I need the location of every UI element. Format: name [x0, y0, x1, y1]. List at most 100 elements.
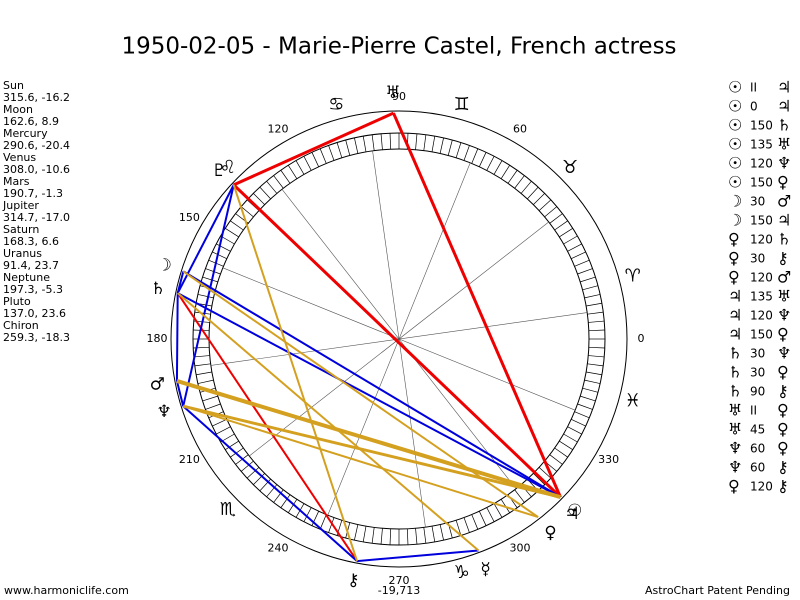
tick — [533, 193, 545, 205]
aspect-planet: ☉ — [728, 97, 742, 116]
aspect-line — [177, 292, 561, 499]
tick — [380, 133, 383, 150]
tick — [538, 467, 552, 479]
house-line — [222, 267, 576, 411]
tick — [240, 206, 254, 218]
tick — [471, 148, 479, 164]
tick — [514, 489, 525, 503]
aspect-type: 120 — [750, 157, 773, 171]
tick — [549, 213, 563, 224]
tick — [588, 320, 605, 323]
aspect-type: 120 — [750, 233, 773, 247]
tick — [586, 371, 602, 376]
tick — [463, 517, 470, 533]
tick — [273, 489, 284, 503]
tick — [253, 193, 265, 205]
planet-glyph: ♆ — [157, 402, 172, 422]
aspect-planet: ☽ — [728, 211, 742, 230]
aspect-planet: ♄ — [728, 344, 742, 363]
tick — [354, 137, 359, 154]
planet-coords: 137.0, 23.6 — [3, 307, 66, 320]
tick — [288, 499, 298, 513]
planet-coords: 162.6, 8.9 — [3, 115, 59, 128]
planet-name: Saturn — [3, 223, 39, 236]
tick — [584, 294, 601, 299]
tick — [259, 478, 271, 492]
tick — [311, 511, 320, 526]
degree-label: 150 — [179, 211, 200, 224]
zodiac-sign: ♋ — [328, 94, 344, 115]
tick — [197, 294, 214, 299]
tick — [455, 520, 462, 536]
planet-coords: 308.0, -10.6 — [3, 163, 70, 176]
aspect-line — [182, 184, 235, 407]
tick — [380, 528, 383, 545]
aspect-planet: ♀ — [728, 477, 740, 496]
planet-glyph: ♀ — [544, 523, 556, 543]
aspect-planet: ⚷ — [777, 477, 789, 496]
planet-coords: 259.3, -18.3 — [3, 331, 70, 344]
aspect-planet: ☉ — [728, 173, 742, 192]
zodiac-sign: ♊ — [454, 94, 470, 115]
tick — [194, 363, 211, 367]
aspect-type: 45 — [750, 423, 765, 437]
planet-name: Pluto — [3, 295, 31, 308]
tick — [500, 165, 510, 179]
tick — [439, 137, 444, 154]
aspect-planet: ♀ — [777, 363, 789, 382]
planet-glyph: ♃ — [564, 504, 579, 524]
tick — [582, 387, 599, 393]
tick — [311, 152, 320, 167]
aspect-planet: ♄ — [777, 230, 791, 249]
aspect-type: 0 — [750, 100, 758, 114]
aspect-type: II — [750, 81, 757, 95]
planet-glyph: ☉ — [567, 501, 582, 521]
degree-label: 90 — [392, 90, 406, 103]
tick — [362, 136, 367, 152]
zodiac-sign: ♌ — [220, 157, 236, 178]
tick — [225, 440, 239, 450]
aspect-type: 120 — [750, 309, 773, 323]
tick — [520, 180, 532, 194]
aspect-planet: ♅ — [728, 420, 742, 439]
aspect-planet: ♆ — [777, 154, 791, 173]
tick — [212, 251, 227, 260]
tick — [549, 454, 563, 465]
tick — [533, 473, 545, 485]
zodiac-sign: ♏ — [220, 499, 236, 520]
aspect-planet: ☉ — [728, 78, 742, 97]
tick — [246, 467, 260, 479]
tick — [319, 514, 327, 530]
tick — [220, 235, 235, 245]
aspect-type: 150 — [750, 176, 773, 190]
tick — [478, 152, 487, 167]
tick — [563, 433, 578, 443]
tick — [280, 170, 291, 184]
tick — [447, 139, 453, 156]
tick — [273, 175, 284, 189]
tick — [216, 243, 231, 252]
aspect-planet: ♄ — [728, 382, 742, 401]
tick — [554, 220, 568, 231]
tick — [587, 311, 604, 315]
tick — [574, 411, 590, 419]
tick — [538, 199, 552, 211]
chart-title: 1950-02-05 - Marie-Pierre Castel, French… — [121, 34, 676, 60]
planet-name: Uranus — [3, 247, 42, 260]
tick — [514, 175, 525, 189]
tick — [197, 379, 214, 384]
aspect-planet: ♃ — [777, 211, 791, 230]
tick — [586, 302, 602, 307]
planet-glyph: ☿ — [480, 559, 490, 579]
tick — [345, 139, 351, 156]
tick — [577, 268, 593, 275]
aspect-planet: ♀ — [777, 325, 789, 344]
tick — [230, 447, 244, 458]
aspect-line — [176, 379, 562, 500]
aspect-type: 60 — [750, 442, 765, 456]
tick — [415, 133, 418, 150]
tick — [439, 524, 444, 541]
tick — [588, 355, 605, 358]
tick — [587, 363, 604, 367]
